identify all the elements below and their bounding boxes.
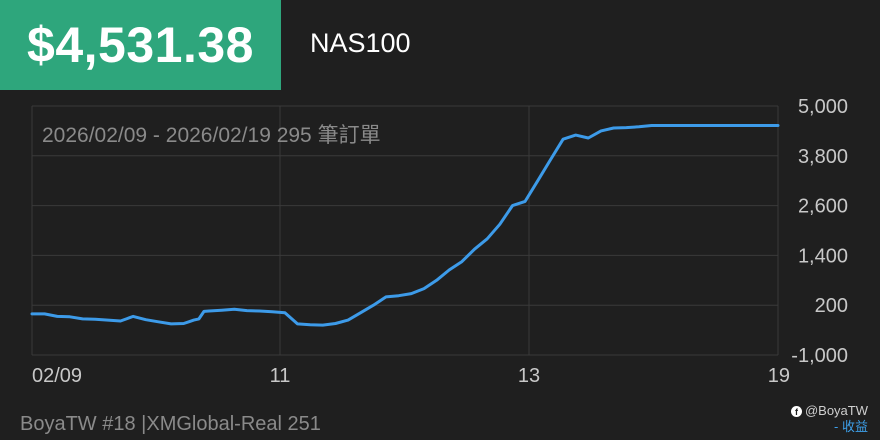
- price-panel: $4,531.38: [0, 0, 281, 90]
- y-tick-label: 1,400: [798, 245, 848, 267]
- x-tick-label: 02/09: [32, 365, 82, 387]
- symbol-label: NAS100: [310, 28, 411, 58]
- watermark-handle: @BoyaTW: [804, 403, 868, 418]
- watermark: f @BoyaTW - 收益: [790, 403, 868, 435]
- date-range-annotation: 2026/02/09 - 2026/02/19 295 筆訂單: [42, 124, 381, 147]
- y-tick-label: 5,000: [798, 96, 848, 118]
- account-info: BoyaTW #18 |XMGlobal-Real 251: [20, 413, 321, 435]
- y-tick-label: 3,800: [798, 146, 848, 168]
- profit-line-chart: 5,000 3,800 2,600 1,400 200 -1,000 02/09 11 13 19…: [30, 96, 848, 387]
- x-tick-label: 11: [270, 365, 291, 387]
- y-tick-label: 2,600: [798, 196, 848, 218]
- x-tick-label: 13: [518, 365, 540, 387]
- current-price: $4,531.38: [27, 17, 254, 73]
- y-tick-label: 200: [815, 295, 848, 317]
- profit-line: [30, 124, 780, 327]
- y-tick-label: -1,000: [791, 345, 848, 367]
- legend-entry: - 收益: [834, 419, 868, 434]
- facebook-icon: f: [790, 406, 802, 418]
- x-tick-label: 19: [768, 365, 790, 387]
